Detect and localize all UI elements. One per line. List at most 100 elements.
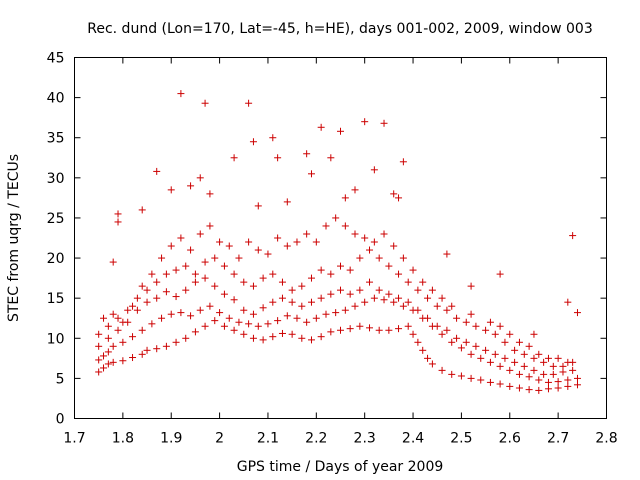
data-point	[293, 238, 301, 246]
data-point	[177, 234, 185, 242]
y-tick-label: 20	[47, 251, 65, 267]
data-point	[375, 326, 383, 334]
data-point	[264, 320, 272, 328]
data-point	[158, 254, 166, 262]
data-point	[133, 294, 141, 302]
data-point	[206, 302, 214, 310]
data-point	[100, 352, 108, 360]
data-points	[95, 90, 581, 394]
data-point	[448, 338, 456, 346]
data-point	[201, 274, 209, 282]
data-point	[346, 290, 354, 298]
data-point	[100, 364, 108, 372]
data-point	[327, 290, 335, 298]
data-point	[269, 134, 277, 142]
data-point	[216, 238, 224, 246]
data-point	[337, 326, 344, 334]
data-point	[312, 314, 320, 322]
data-point	[573, 381, 581, 389]
data-point	[385, 290, 393, 298]
data-point	[293, 314, 301, 322]
data-point	[506, 330, 514, 338]
data-point	[307, 336, 315, 344]
data-point	[395, 325, 403, 333]
data-point	[569, 366, 577, 374]
data-point	[177, 90, 185, 98]
data-point	[143, 286, 151, 294]
data-point	[143, 298, 151, 306]
data-point	[409, 330, 417, 338]
data-point	[540, 358, 548, 366]
data-point	[414, 286, 422, 294]
data-point	[341, 306, 349, 314]
data-point	[327, 328, 335, 336]
x-tick-label: 1.8	[112, 431, 134, 447]
data-point	[385, 326, 393, 334]
data-point	[370, 238, 378, 246]
data-point	[124, 306, 132, 314]
data-point	[259, 304, 267, 312]
data-point	[254, 202, 262, 210]
data-point	[307, 170, 315, 178]
data-point	[317, 266, 325, 274]
data-point	[187, 312, 195, 320]
data-point	[467, 282, 475, 290]
data-point	[564, 358, 572, 366]
data-point	[462, 338, 470, 346]
data-point	[129, 333, 137, 341]
data-point	[104, 348, 112, 356]
data-point	[153, 278, 161, 286]
data-point	[375, 286, 383, 294]
data-point	[278, 294, 286, 302]
data-point	[404, 298, 412, 306]
data-point	[496, 270, 504, 278]
data-point	[457, 372, 465, 380]
data-point	[554, 384, 562, 392]
data-point	[482, 326, 490, 334]
data-point	[298, 334, 306, 342]
data-point	[525, 373, 533, 381]
data-point	[511, 346, 519, 354]
data-point	[317, 333, 325, 341]
data-point	[448, 370, 456, 378]
data-point	[114, 210, 122, 218]
data-point	[182, 334, 190, 342]
data-point	[486, 318, 494, 326]
data-point	[95, 356, 103, 364]
data-point	[404, 322, 412, 330]
data-point	[182, 286, 190, 294]
data-point	[283, 312, 291, 320]
data-point	[399, 158, 407, 166]
y-axis-label: STEC from uqrg / TECUs	[6, 154, 22, 322]
data-point	[496, 322, 504, 330]
data-point	[380, 230, 388, 238]
x-tick-label: 2.3	[354, 431, 376, 447]
data-point	[511, 358, 519, 366]
data-point	[129, 302, 137, 310]
data-point	[477, 354, 485, 362]
plot-frame	[74, 57, 607, 419]
data-point	[114, 326, 122, 334]
data-point	[491, 330, 499, 338]
data-point	[327, 154, 335, 162]
data-point	[201, 322, 209, 330]
data-point	[332, 214, 340, 222]
data-point	[133, 306, 141, 314]
data-point	[443, 306, 451, 314]
y-tick-label: 5	[56, 371, 65, 387]
data-point	[138, 350, 146, 358]
data-point	[317, 294, 325, 302]
data-point	[298, 282, 306, 290]
data-point	[172, 266, 180, 274]
data-point	[501, 338, 509, 346]
data-point	[390, 242, 398, 250]
data-point	[240, 330, 248, 338]
data-point	[424, 354, 432, 362]
data-point	[167, 242, 175, 250]
data-point	[428, 360, 436, 368]
data-point	[288, 330, 296, 338]
data-point	[535, 376, 543, 384]
data-point	[153, 167, 161, 175]
data-point	[564, 382, 572, 390]
data-point	[278, 278, 286, 286]
